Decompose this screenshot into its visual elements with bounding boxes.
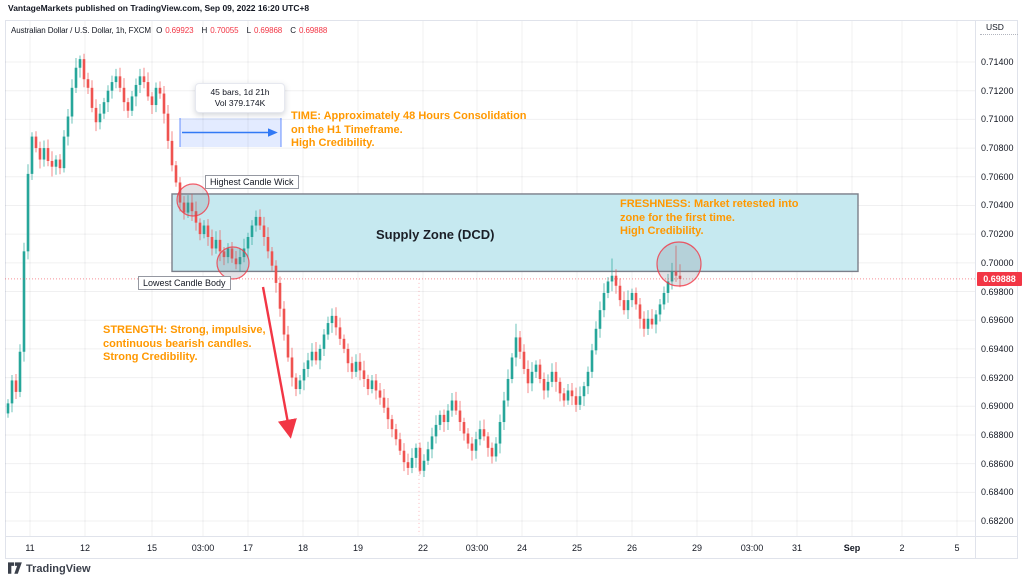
x-axis-label: 19 bbox=[352, 543, 364, 553]
time-annotation[interactable]: TIME: Approximately 48 Hours Consolidati… bbox=[291, 110, 527, 149]
tradingview-logo-text: TradingView bbox=[26, 562, 91, 575]
tradingview-logo-icon bbox=[8, 562, 22, 574]
x-axis-label: 22 bbox=[417, 543, 429, 553]
y-axis-label: 0.69400 bbox=[981, 343, 1014, 354]
y-axis-label: 0.68600 bbox=[981, 458, 1014, 469]
supply-zone-rect[interactable] bbox=[171, 193, 859, 273]
y-axis-label: 0.70400 bbox=[981, 200, 1014, 211]
y-axis-label: 0.68800 bbox=[981, 429, 1014, 440]
tradingview-logo[interactable]: TradingView bbox=[8, 562, 91, 575]
freshness-annotation[interactable]: FRESHNESS: Market retested into zone for… bbox=[620, 198, 799, 237]
x-axis-label: 25 bbox=[571, 543, 583, 553]
y-axis-label: 0.69600 bbox=[981, 315, 1014, 326]
ohlc-high: H 0.70055 bbox=[201, 26, 239, 35]
highest-candle-wick-label[interactable]: Highest Candle Wick bbox=[205, 175, 299, 189]
x-axis-label: 29 bbox=[691, 543, 703, 553]
x-axis-label: 26 bbox=[626, 543, 638, 553]
y-axis-label: 0.70800 bbox=[981, 143, 1014, 154]
x-axis-label: 2 bbox=[899, 543, 905, 553]
x-axis-label: 18 bbox=[297, 543, 309, 553]
axis-divider bbox=[980, 34, 1018, 35]
price-axis-separator bbox=[975, 20, 976, 559]
y-axis-label: 0.68200 bbox=[981, 516, 1014, 526]
x-axis-label: 03:00 bbox=[191, 543, 215, 553]
y-axis-label: 0.68400 bbox=[981, 487, 1014, 498]
x-axis-label: 03:00 bbox=[465, 543, 489, 553]
strength-annotation[interactable]: STRENGTH: Strong, impulsive, continuous … bbox=[103, 324, 266, 363]
y-axis-label: 0.69800 bbox=[981, 286, 1014, 297]
currency-label: USD bbox=[986, 22, 1004, 32]
ohlc-close: C 0.69888 bbox=[290, 26, 328, 35]
measure-volume-text: Vol 379.174K bbox=[214, 98, 266, 108]
drawing-overlays[interactable] bbox=[5, 118, 975, 439]
y-axis-label: 0.70200 bbox=[981, 229, 1014, 240]
symbol-title: Australian Dollar / U.S. Dollar, 1h, FXC… bbox=[11, 26, 151, 35]
x-axis-label: 31 bbox=[791, 543, 803, 553]
y-axis-label: 0.70000 bbox=[981, 257, 1014, 268]
measure-tooltip: 45 bars, 1d 21h Vol 379.174K bbox=[195, 83, 285, 113]
y-axis-label: 0.70600 bbox=[981, 171, 1014, 182]
x-axis-label: 5 bbox=[954, 543, 960, 553]
publication-attribution: VantageMarkets published on TradingView.… bbox=[8, 3, 310, 13]
y-axis-label: 0.69200 bbox=[981, 372, 1014, 383]
last-price-badge: 0.69888 bbox=[977, 272, 1022, 286]
x-axis-label: 03:00 bbox=[740, 543, 764, 553]
chart-pane-border bbox=[5, 20, 1018, 559]
y-axis-label: 0.71400 bbox=[981, 57, 1014, 67]
supply-zone-title: Supply Zone (DCD) bbox=[376, 227, 495, 242]
x-axis-label: 15 bbox=[146, 543, 158, 553]
x-axis-label: 11 bbox=[25, 543, 35, 553]
y-axis-label: 0.69000 bbox=[981, 401, 1014, 412]
x-axis-label: 17 bbox=[242, 543, 254, 553]
x-axis-label: 12 bbox=[79, 543, 91, 553]
lowest-candle-body-label[interactable]: Lowest Candle Body bbox=[138, 276, 231, 290]
time-axis-separator bbox=[5, 536, 1018, 537]
symbol-header[interactable]: Australian Dollar / U.S. Dollar, 1h, FXC… bbox=[11, 26, 333, 35]
y-axis-label: 0.71200 bbox=[981, 85, 1014, 96]
ohlc-low: L 0.69868 bbox=[246, 26, 283, 35]
measure-bars-text: 45 bars, 1d 21h bbox=[210, 87, 270, 97]
x-axis-label: Sep bbox=[843, 543, 861, 553]
candles bbox=[6, 53, 682, 477]
x-axis-label: 24 bbox=[516, 543, 528, 553]
ohlc-open: O 0.69923 bbox=[156, 26, 194, 35]
y-axis-label: 0.71000 bbox=[981, 114, 1014, 125]
